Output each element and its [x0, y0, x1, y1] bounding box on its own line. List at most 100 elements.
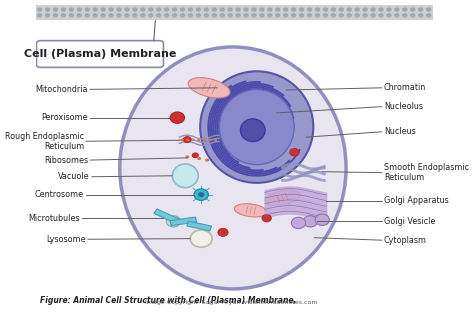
Circle shape: [170, 112, 184, 123]
Circle shape: [299, 13, 304, 17]
Circle shape: [198, 192, 204, 197]
Text: Cytoplasm: Cytoplasm: [384, 236, 427, 245]
Circle shape: [76, 7, 82, 12]
Circle shape: [410, 13, 416, 17]
Circle shape: [355, 7, 360, 12]
Text: Nucleus: Nucleus: [384, 127, 416, 136]
Circle shape: [132, 7, 137, 12]
Circle shape: [219, 7, 225, 12]
Circle shape: [92, 13, 98, 17]
Circle shape: [69, 13, 74, 17]
Circle shape: [235, 7, 241, 12]
Text: Cell (Plasma) Membrane: Cell (Plasma) Membrane: [24, 49, 176, 59]
Circle shape: [267, 7, 273, 12]
Circle shape: [183, 137, 191, 143]
Circle shape: [164, 13, 169, 17]
Circle shape: [259, 13, 264, 17]
Text: Mitochondria: Mitochondria: [36, 85, 88, 94]
Ellipse shape: [219, 89, 294, 165]
Circle shape: [378, 13, 384, 17]
Circle shape: [61, 7, 66, 12]
Circle shape: [299, 7, 304, 12]
Circle shape: [219, 13, 225, 17]
Circle shape: [140, 7, 146, 12]
Circle shape: [69, 7, 74, 12]
Circle shape: [315, 13, 320, 17]
Circle shape: [386, 13, 392, 17]
Circle shape: [303, 216, 318, 227]
Circle shape: [84, 7, 90, 12]
Circle shape: [275, 7, 281, 12]
Circle shape: [156, 7, 162, 12]
Circle shape: [275, 13, 281, 17]
Circle shape: [148, 13, 154, 17]
Circle shape: [37, 7, 42, 12]
Circle shape: [410, 7, 416, 12]
Circle shape: [426, 7, 431, 12]
Circle shape: [292, 217, 306, 229]
Polygon shape: [234, 204, 267, 217]
Circle shape: [402, 13, 408, 17]
Circle shape: [262, 214, 272, 222]
Polygon shape: [188, 78, 230, 98]
Circle shape: [323, 13, 328, 17]
Circle shape: [203, 13, 209, 17]
Circle shape: [185, 155, 189, 158]
Circle shape: [402, 7, 408, 12]
Circle shape: [140, 13, 146, 17]
Circle shape: [346, 13, 352, 17]
Circle shape: [148, 7, 154, 12]
Text: Peroxisome: Peroxisome: [41, 113, 88, 122]
Circle shape: [370, 13, 376, 17]
Circle shape: [37, 13, 42, 17]
Circle shape: [267, 13, 273, 17]
Circle shape: [100, 7, 106, 12]
Circle shape: [291, 7, 296, 12]
FancyBboxPatch shape: [36, 41, 164, 68]
Text: Nucleolus: Nucleolus: [384, 102, 423, 111]
Circle shape: [156, 13, 162, 17]
Circle shape: [205, 158, 209, 162]
Ellipse shape: [173, 164, 198, 188]
Ellipse shape: [120, 47, 346, 289]
Circle shape: [346, 7, 352, 12]
Circle shape: [164, 7, 169, 12]
Circle shape: [53, 13, 58, 17]
Ellipse shape: [190, 230, 212, 247]
Circle shape: [211, 7, 217, 12]
Circle shape: [116, 7, 122, 12]
Text: Chromatin: Chromatin: [384, 83, 426, 92]
Circle shape: [124, 13, 130, 17]
Circle shape: [243, 13, 249, 17]
Text: Rough Endoplasmic
Reticulum: Rough Endoplasmic Reticulum: [5, 132, 84, 151]
Text: Golgi Apparatus: Golgi Apparatus: [384, 197, 448, 205]
Circle shape: [45, 7, 50, 12]
Polygon shape: [170, 217, 197, 226]
Circle shape: [188, 7, 193, 12]
Circle shape: [197, 139, 201, 141]
Circle shape: [235, 13, 241, 17]
Circle shape: [362, 7, 368, 12]
Circle shape: [418, 7, 423, 12]
Circle shape: [166, 216, 181, 227]
Circle shape: [45, 13, 50, 17]
Circle shape: [191, 139, 195, 141]
Circle shape: [108, 13, 114, 17]
Circle shape: [180, 13, 185, 17]
Circle shape: [53, 7, 58, 12]
Circle shape: [196, 7, 201, 12]
Circle shape: [228, 13, 233, 17]
Circle shape: [394, 13, 400, 17]
Circle shape: [291, 13, 296, 17]
Text: Microtubules: Microtubules: [28, 214, 80, 223]
Circle shape: [394, 7, 400, 12]
Circle shape: [108, 7, 114, 12]
Circle shape: [100, 13, 106, 17]
Circle shape: [188, 13, 193, 17]
Circle shape: [418, 13, 423, 17]
Circle shape: [251, 13, 257, 17]
Circle shape: [251, 7, 257, 12]
Circle shape: [338, 13, 344, 17]
Circle shape: [330, 7, 336, 12]
Text: Centrosome: Centrosome: [35, 190, 84, 199]
